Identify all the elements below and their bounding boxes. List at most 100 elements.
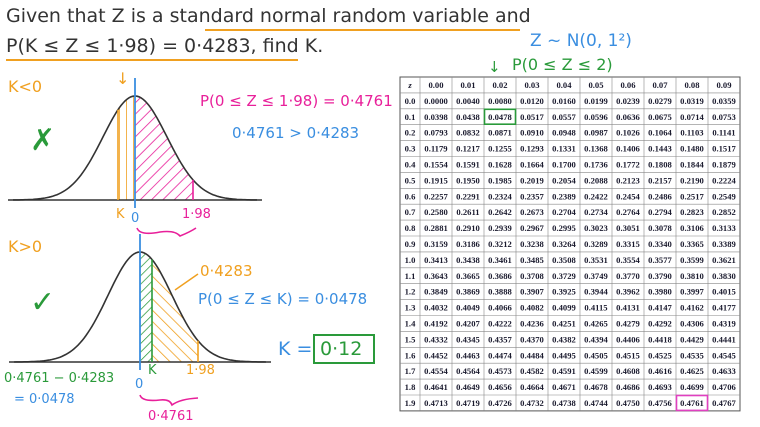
table-cell: 0.3133 [712,223,736,233]
region-value: 0·4283 [200,262,253,280]
table-cell: 0.4099 [552,303,576,313]
table-cell: 0.2054 [552,175,576,185]
table-cell: 0.3365 [680,239,704,249]
table-cell: 0.4162 [680,303,704,313]
axis-label: K [148,363,157,378]
table-cell: 0.4265 [584,318,608,328]
table-cell: 0.3729 [552,271,576,281]
table-cell: 0.2224 [712,175,736,185]
row-label: 0.9 [405,239,416,249]
table-frame [399,76,741,412]
comparison: 0·4761 > 0·4283 [232,124,359,142]
table-cell: 0.4406 [616,334,640,344]
table-cell: 0.4750 [616,398,640,408]
table-cell: 0.4015 [712,287,736,297]
problem-line1: Given that Z is a standard normal random… [6,5,531,27]
table-cell: 0.3051 [616,223,640,233]
table-cell: 0.3830 [712,271,736,281]
table-header: 0.04 [556,80,572,90]
emphasis: standard normal random variable [170,5,489,27]
distribution: Z ~ N(0, 1²) [530,31,632,51]
table-cell: 0.4484 [520,350,544,360]
table-cell: 0.0199 [584,96,608,106]
table-cell: 0.4678 [584,382,608,392]
equation: P(K ≤ Z ≤ 1·98) = 0·4283 [6,35,251,57]
answer: 0·12 [320,338,362,360]
table-cell: 0.4545 [712,350,736,360]
table-cell: 0.4693 [648,382,672,392]
table-cell: 0.2291 [456,191,480,201]
z-table: z 0.00 0.01 0.02 0.03 0.04 0.05 0.06 0.07 0.08 0.0… [399,76,741,412]
row-label: 1.0 [405,255,416,265]
table-header: 0.02 [492,80,507,90]
table-cell: 0.1141 [712,128,735,138]
table-cell: 0.0040 [456,96,480,106]
case-label: K<0 [8,77,42,96]
table-cell: 0.2517 [680,191,704,201]
table-cell: 0.4664 [520,382,544,392]
table-cell: 0.2967 [520,223,544,233]
shaded-region [135,96,193,200]
table-cell: 0.3849 [424,287,448,297]
table-cell: 0.4292 [648,318,672,328]
table-cell: 0.4515 [616,350,640,360]
table-cell: 0.1064 [648,128,672,138]
table-cell: 0.4699 [680,382,704,392]
table-cell: 0.0239 [616,96,640,106]
table-cell: 0.3413 [424,255,448,265]
axis-label: 1·98 [182,207,211,222]
row-label: 1.8 [405,382,416,392]
table-cell: 0.4222 [488,318,512,328]
table-header: 0.06 [620,80,636,90]
arrow: ↓ [488,58,501,76]
table-cell: 0.4573 [488,366,512,376]
table-cell: 0.2580 [424,207,448,217]
row-label: 1.7 [405,366,416,376]
table-cell: 0.1217 [456,144,480,154]
table-cell: 0.4049 [456,303,480,313]
table-cell: 0.4649 [456,382,480,392]
row-label: 1.4 [405,318,416,328]
table-cell: 0.3708 [520,271,544,281]
bracket-value: 0·4761 [148,409,194,424]
table-cell: 0.4616 [648,366,672,376]
table-header: 0.08 [684,80,700,90]
table-cell: 0.4382 [552,334,576,344]
table-cell: 0.4177 [712,303,736,313]
table-cell: 0.1255 [488,144,512,154]
table-cell: 0.4495 [552,350,576,360]
table-cell: 0.2995 [552,223,576,233]
answer-prefix: K = [278,338,312,360]
table-cell: 0.4554 [424,366,448,376]
table-cell: 0.2794 [648,207,672,217]
table-cell: 0.4767 [712,398,736,408]
table-cell: 0.3665 [456,271,480,281]
table-cell: 0.0517 [520,112,544,122]
table-cell: 0.1772 [616,159,640,169]
text: Given that Z is a [6,5,170,27]
table-cell: 0.2190 [680,175,704,185]
table-cell: 0.4591 [552,366,576,376]
table-cell: 0.0636 [616,112,640,122]
row-label: 0.7 [405,207,416,217]
axis-label: 0 [131,211,139,226]
table-cell: 0.2088 [584,175,608,185]
table-cell: 0.2939 [488,223,512,233]
verdict: ✓ [30,285,55,320]
table-cell: 0.1179 [424,144,447,154]
table-cell: 0.1331 [552,144,576,154]
row-label: 0.6 [405,191,416,201]
table-header: 0.07 [652,80,668,90]
table-cell: 0.4505 [584,350,608,360]
table-cell: 0.3340 [648,239,672,249]
table-cell: 0.2910 [456,223,480,233]
subtraction: 0·4761 − 0·4283 [4,371,114,386]
table-cell: 0.3980 [648,287,672,297]
table-cell: 0.4418 [648,334,672,344]
text: , find K. [251,35,324,57]
brace [136,227,197,237]
table-cell: 0.4732 [520,398,544,408]
row-label: 0.3 [405,144,416,154]
table-cell: 0.4671 [552,382,576,392]
